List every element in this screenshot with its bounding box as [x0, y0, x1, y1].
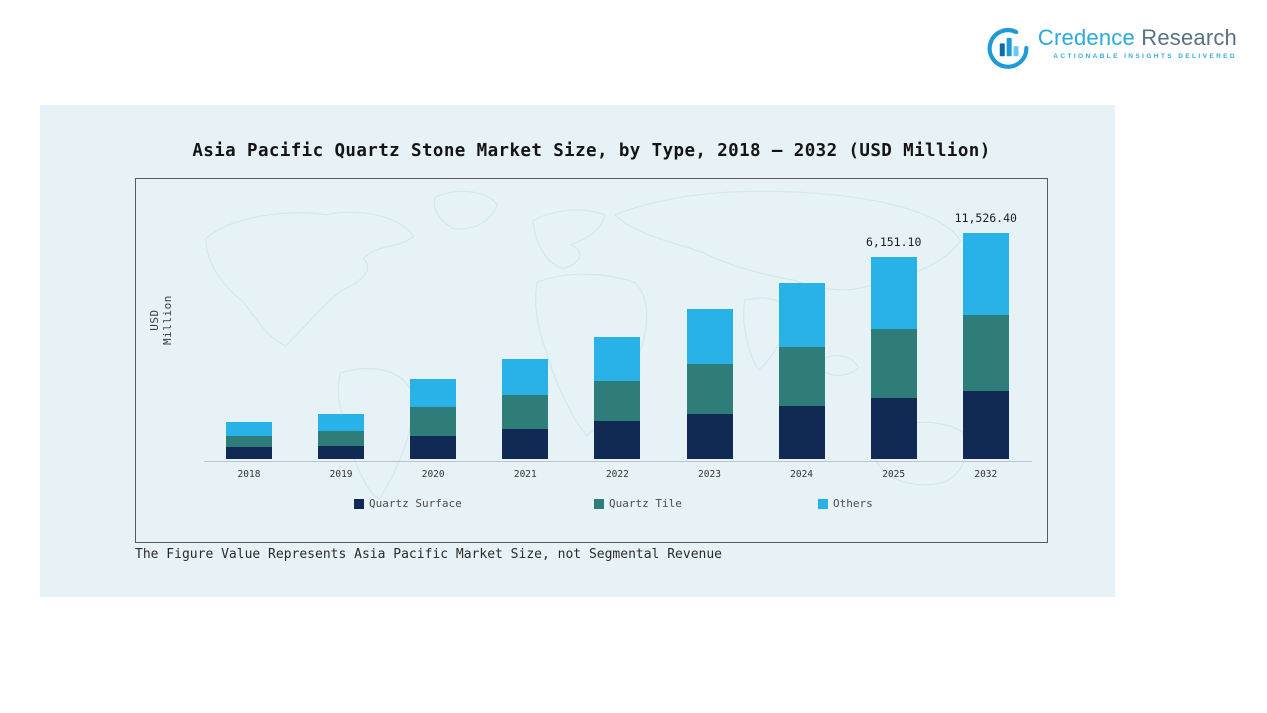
legend-label: Quartz Surface [369, 497, 462, 510]
legend-swatch [354, 498, 364, 509]
bar-stack [686, 309, 733, 459]
x-tick-label: 2022 [605, 469, 629, 480]
bar-stack [318, 414, 365, 459]
legend-swatch [594, 498, 604, 509]
brand-logo: Credence Research Actionable Insights De… [986, 25, 1237, 70]
bar-segment [870, 329, 917, 398]
bar-stack [226, 422, 272, 459]
x-tick-label: 2032 [974, 469, 998, 480]
bar-group-2019: 2019 [318, 179, 365, 542]
bar-stack [778, 283, 825, 459]
brand-tagline: Actionable Insights Delivered [1053, 53, 1237, 61]
bar-chart-logo-icon [987, 28, 1029, 69]
bars-layer: 2018 2019 2020 2021 2022 2023 2024 6,151.10 2025… [136, 179, 1047, 542]
bar-segment [410, 407, 457, 436]
bar-segment [502, 359, 549, 395]
legend-swatch [818, 498, 828, 509]
bar-value-label: 11,526.40 [954, 211, 1017, 225]
bar-segment [594, 381, 641, 421]
brand-name: Credence Research [1037, 25, 1237, 50]
bar-group-2025: 6,151.10 2025 [866, 179, 921, 542]
legend-item-quartz-surface: Quartz Surface [354, 497, 462, 510]
bar-segment [410, 436, 457, 459]
legend: Quartz Surface Quartz Tile Others [136, 497, 1047, 517]
bar-segment [318, 446, 365, 459]
bar-segment [318, 431, 365, 446]
bar-group-2024: 2024 [778, 179, 825, 542]
bar-segment [226, 436, 272, 447]
x-tick-label: 2021 [513, 469, 537, 480]
bar-segment [778, 283, 825, 347]
chart-plot-area: USD Million 2018 2019 2020 2021 2022 2023 2024… [135, 178, 1048, 543]
x-tick-label: 2019 [329, 469, 353, 480]
bar-segment [686, 309, 733, 364]
brand-name-secondary: Research [1141, 25, 1237, 50]
footer-note: The Figure Value Represents Asia Pacific… [135, 547, 722, 562]
x-tick-label: 2020 [421, 469, 445, 480]
bar-segment [502, 429, 549, 459]
bar-segment [318, 414, 365, 431]
x-tick-label: 2023 [698, 469, 721, 480]
bar-segment [410, 379, 457, 407]
legend-label: Quartz Tile [609, 497, 682, 510]
bar-value-label: 6,151.10 [865, 235, 922, 249]
bar-stack [594, 337, 641, 459]
brand-text: Credence Research Actionable Insights De… [1037, 25, 1237, 61]
bar-group-2022: 2022 [594, 179, 641, 542]
x-tick-label: 2025 [882, 469, 906, 480]
bar-segment [594, 421, 641, 459]
bar-stack [962, 233, 1009, 459]
legend-item-others: Others [818, 497, 873, 510]
bar-stack [870, 257, 917, 459]
bar-segment [778, 406, 825, 459]
bar-segment [686, 414, 733, 459]
bar-segment [870, 398, 917, 459]
bar-segment [962, 315, 1009, 391]
bar-stack [502, 359, 549, 459]
legend-item-quartz-tile: Quartz Tile [594, 497, 682, 510]
bar-group-2032: 11,526.40 2032 [955, 179, 1017, 542]
bar-group-2021: 2021 [502, 179, 549, 542]
x-tick-label: 2024 [790, 469, 814, 480]
chart-panel: Asia Pacific Quartz Stone Market Size, b… [40, 105, 1115, 597]
bar-stack [410, 379, 457, 459]
bar-segment [870, 257, 917, 329]
bar-segment [962, 391, 1009, 459]
bar-segment [962, 233, 1009, 315]
bar-group-2020: 2020 [410, 179, 457, 542]
x-tick-label: 2018 [237, 469, 261, 480]
bar-segment [226, 447, 272, 459]
bar-group-2023: 2023 [686, 179, 733, 542]
bar-segment [502, 395, 549, 429]
chart-title: Asia Pacific Quartz Stone Market Size, b… [192, 141, 991, 161]
bar-segment [594, 337, 641, 381]
x-axis-line [204, 461, 1032, 462]
legend-label: Others [833, 497, 873, 510]
bar-segment [686, 364, 733, 414]
bar-segment [778, 347, 825, 406]
bar-segment [226, 422, 272, 436]
brand-name-primary: Credence [1037, 25, 1135, 50]
bar-group-2018: 2018 [226, 179, 272, 542]
